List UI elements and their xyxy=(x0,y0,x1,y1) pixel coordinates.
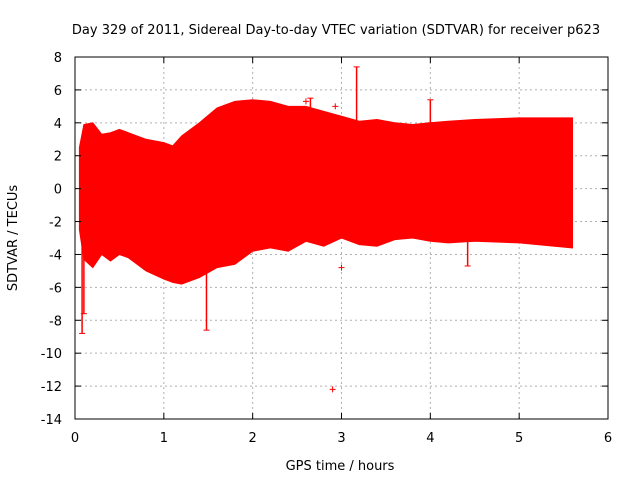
x-tick-label: 6 xyxy=(604,431,612,446)
y-tick-label: -6 xyxy=(49,281,62,296)
data-outlier-layer xyxy=(302,98,345,393)
outlier-point xyxy=(332,103,339,110)
x-tick-label: 5 xyxy=(515,431,523,446)
y-tick-label: -4 xyxy=(49,248,62,263)
sdtvar-band xyxy=(78,99,573,285)
x-axis-ticks: 0 1 2 3 4 5 6 xyxy=(71,57,612,446)
y-tick-label: 0 xyxy=(54,183,62,198)
outlier-point xyxy=(329,386,336,393)
x-axis-label: GPS time / hours xyxy=(286,459,395,474)
y-tick-label: -12 xyxy=(41,380,62,395)
y-tick-label: -2 xyxy=(49,216,62,231)
x-tick-label: 1 xyxy=(160,431,168,446)
y-axis-label: SDTVAR / TECUs xyxy=(6,185,21,292)
outlier-point xyxy=(302,98,309,105)
data-spike-layer xyxy=(79,66,471,334)
chart-title: Day 329 of 2011, Sidereal Day-to-day VTE… xyxy=(72,23,600,38)
y-tick-label: 8 xyxy=(54,51,62,66)
outlier-point xyxy=(338,264,345,271)
y-tick-label: 6 xyxy=(54,84,62,99)
y-tick-label: -10 xyxy=(41,347,62,362)
y-tick-label: -8 xyxy=(49,314,62,329)
y-axis-ticks: -14 -12 -10 -8 -6 -4 -2 0 2 4 6 8 xyxy=(41,51,608,428)
data-band-layer xyxy=(78,99,573,285)
x-tick-label: 3 xyxy=(337,431,345,446)
x-tick-label: 0 xyxy=(71,431,79,446)
y-tick-label: 4 xyxy=(54,117,62,132)
x-tick-label: 4 xyxy=(426,431,434,446)
y-tick-label: -14 xyxy=(41,413,62,428)
x-tick-label: 2 xyxy=(249,431,257,446)
y-tick-label: 2 xyxy=(54,150,62,165)
